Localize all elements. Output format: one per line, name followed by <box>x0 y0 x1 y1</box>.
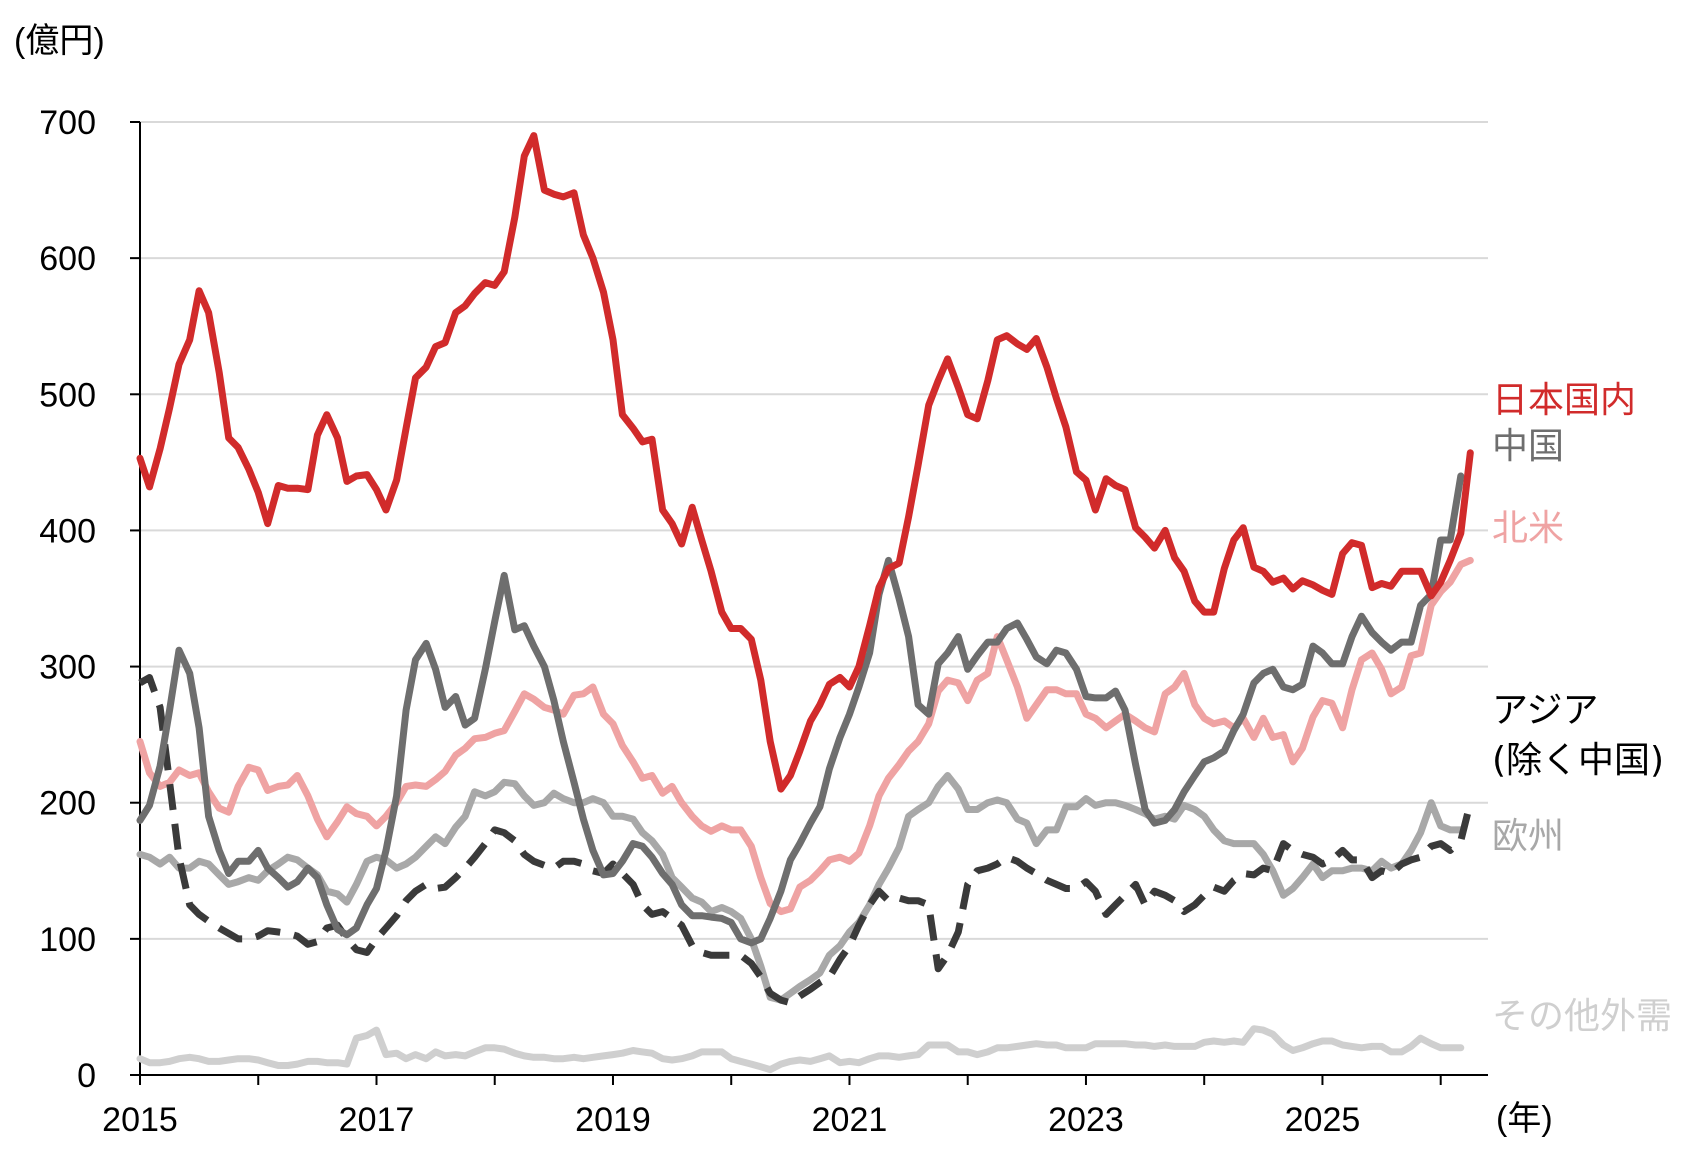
x-unit-label: (年) <box>1496 1100 1553 1138</box>
y-unit-label: (億円) <box>14 22 105 60</box>
x-tick-label: 2017 <box>339 1101 415 1139</box>
y-tick-label: 600 <box>39 240 96 278</box>
legend-label-3: アジア(除く中国) <box>1492 690 1664 781</box>
y-tick-label: 0 <box>77 1057 96 1095</box>
legend-label-0: 日本国内 <box>1492 380 1636 421</box>
y-tick-label: 700 <box>39 104 96 142</box>
series-line-3 <box>138 674 1474 1007</box>
series-line-2 <box>136 556 1474 916</box>
x-tick-label: 2021 <box>812 1101 888 1139</box>
y-tick-label: 200 <box>39 785 96 823</box>
legend-label-5: その他外需 <box>1492 996 1672 1037</box>
axes: 0 100 200 300 400 500 600 700 2015 2017 2019 2021 20… <box>39 104 1488 1139</box>
series-layer <box>136 132 1474 1074</box>
series-line-0 <box>136 132 1474 793</box>
y-tick-label: 300 <box>39 649 96 687</box>
x-tick-label: 2023 <box>1048 1101 1124 1139</box>
x-tick-label: 2025 <box>1285 1101 1361 1139</box>
y-tick-label: 100 <box>39 921 96 959</box>
x-tick-label: 2019 <box>575 1101 651 1139</box>
y-tick-label: 500 <box>39 376 96 414</box>
x-tick-label: 2015 <box>102 1101 178 1139</box>
legend-label-2: 北米 <box>1492 508 1564 549</box>
grid-lines <box>140 121 1488 940</box>
series-line-5 <box>136 1025 1465 1074</box>
y-tick-label: 400 <box>39 512 96 550</box>
legend-label-4: 欧州 <box>1492 816 1564 857</box>
series-line-4 <box>136 772 1465 1004</box>
series-line-1 <box>136 472 1465 947</box>
legend-label-1: 中国 <box>1492 426 1564 467</box>
